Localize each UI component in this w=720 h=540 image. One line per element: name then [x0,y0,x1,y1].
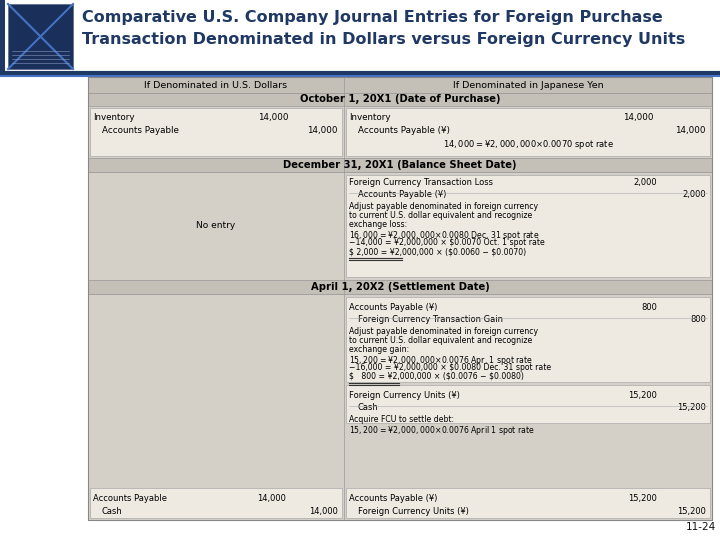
Text: 14,000: 14,000 [307,126,338,135]
Text: exchange loss:: exchange loss: [348,220,407,229]
Text: Accounts Payable (¥): Accounts Payable (¥) [348,494,437,503]
Text: Adjust payable denominated in foreign currency: Adjust payable denominated in foreign cu… [348,327,538,336]
Text: 15,200: 15,200 [628,391,657,400]
Text: Foreign Currency Transaction Gain: Foreign Currency Transaction Gain [358,315,503,324]
Text: 800: 800 [690,315,706,324]
Bar [88,77,712,520]
Bar [88,280,712,294]
Text: 14,000: 14,000 [675,126,706,135]
Bar [88,158,712,172]
Text: Accounts Payable (¥): Accounts Payable (¥) [348,303,437,312]
Text: October 1, 20X1 (Date of Purchase): October 1, 20X1 (Date of Purchase) [300,94,500,105]
Text: $ 15,200 = ¥2,000,000 × $0.0076 Apr. 1 spot rate: $ 15,200 = ¥2,000,000 × $0.0076 Apr. 1 s… [348,354,533,367]
Text: to current U.S. dollar equivalent and recognize: to current U.S. dollar equivalent and re… [348,211,532,220]
Text: $ 16,000 = ¥2,000,000 × $0.0080 Dec. 31 spot rate: $ 16,000 = ¥2,000,000 × $0.0080 Dec. 31 … [348,229,539,242]
Text: If Denominated in Japanese Yen: If Denominated in Japanese Yen [453,80,603,90]
Text: Accounts Payable (¥): Accounts Payable (¥) [358,190,446,199]
Text: −16,000 = ¥2,000,000 × $0.0080 Dec. 31 spot rate: −16,000 = ¥2,000,000 × $0.0080 Dec. 31 s… [348,363,551,372]
Text: Inventory: Inventory [93,113,135,122]
Text: 11-24: 11-24 [685,522,716,532]
Text: Accounts Payable: Accounts Payable [102,126,179,135]
Text: $14,000 = ¥2,000,000 × $0.0070 spot rate: $14,000 = ¥2,000,000 × $0.0070 spot rate [443,138,613,151]
Text: 800: 800 [641,303,657,312]
Text: −14,000 = ¥2,000,000 × $0.0070 Oct. 1 spot rate: −14,000 = ¥2,000,000 × $0.0070 Oct. 1 sp… [348,238,544,247]
Bar [88,77,712,520]
Bar [88,77,712,93]
Text: 14,000: 14,000 [257,494,286,503]
Bar [346,175,710,277]
Text: April 1, 20X2 (Settlement Date): April 1, 20X2 (Settlement Date) [310,282,490,292]
Bar [90,108,342,156]
Text: Cash: Cash [102,507,122,516]
Text: $ 2,000 = ¥2,000,000 × ($0.0060 − $0.0070): $ 2,000 = ¥2,000,000 × ($0.0060 − $0.007… [348,247,526,256]
Text: Comparative U.S. Company Journal Entries for Foreign Purchase: Comparative U.S. Company Journal Entries… [82,10,662,25]
Text: $15,200 = ¥2,000,000 × $0.0076 April 1 spot rate: $15,200 = ¥2,000,000 × $0.0076 April 1 s… [348,424,534,437]
Bar [346,108,710,156]
Text: Accounts Payable: Accounts Payable [93,494,167,503]
Text: 15,200: 15,200 [628,494,657,503]
Bar [346,297,710,382]
Text: Foreign Currency Units (¥): Foreign Currency Units (¥) [358,507,469,516]
Text: 2,000: 2,000 [634,178,657,187]
Text: If Denominated in U.S. Dollars: If Denominated in U.S. Dollars [144,80,287,90]
Text: Foreign Currency Units (¥): Foreign Currency Units (¥) [348,391,459,400]
Bar [0,0,720,73]
Text: 14,000: 14,000 [624,113,654,122]
Text: $   800 = ¥2,000,000 × ($0.0076 − $0.0080): $ 800 = ¥2,000,000 × ($0.0076 − $0.0080) [348,372,523,381]
Text: Acquire FCU to settle debt:: Acquire FCU to settle debt: [348,415,454,424]
Text: Adjust payable denominated in foreign currency: Adjust payable denominated in foreign cu… [348,202,538,211]
Bar [90,488,342,518]
Text: Cash: Cash [358,403,379,412]
Text: Transaction Denominated in Dollars versus Foreign Currency Units: Transaction Denominated in Dollars versu… [82,32,685,47]
Bar [8,4,73,69]
Text: 2,000: 2,000 [683,190,706,199]
Text: Foreign Currency Transaction Loss: Foreign Currency Transaction Loss [348,178,492,187]
Text: 14,000: 14,000 [309,507,338,516]
Bar [346,488,710,518]
Text: to current U.S. dollar equivalent and recognize: to current U.S. dollar equivalent and re… [348,336,532,345]
Text: 15,200: 15,200 [677,507,706,516]
Text: December 31, 20X1 (Balance Sheet Date): December 31, 20X1 (Balance Sheet Date) [283,160,517,170]
Bar [88,93,712,106]
Text: Accounts Payable (¥): Accounts Payable (¥) [358,126,450,135]
Text: No entry: No entry [197,221,235,231]
Text: 15,200: 15,200 [677,403,706,412]
Bar [346,385,710,423]
Text: Inventory: Inventory [348,113,390,122]
Text: exchange gain:: exchange gain: [348,345,409,354]
Bar [0,0,5,73]
Text: 14,000: 14,000 [258,113,289,122]
